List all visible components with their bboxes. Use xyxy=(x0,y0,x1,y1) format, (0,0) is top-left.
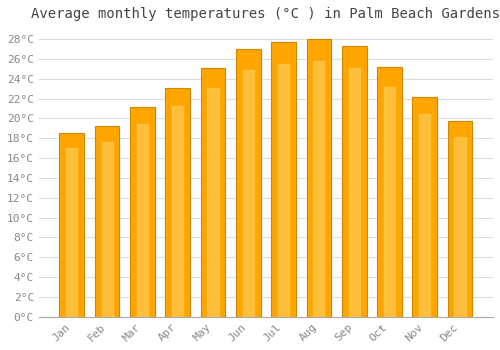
Bar xyxy=(242,70,254,317)
Title: Average monthly temperatures (°C ) in Palm Beach Gardens: Average monthly temperatures (°C ) in Pa… xyxy=(32,7,500,21)
Bar xyxy=(130,107,155,317)
Bar xyxy=(412,97,437,317)
Bar xyxy=(419,114,430,317)
Bar xyxy=(278,64,289,317)
Bar xyxy=(314,61,324,317)
Bar xyxy=(172,106,184,317)
Bar xyxy=(208,88,218,317)
Bar xyxy=(66,148,78,317)
Bar xyxy=(271,42,296,317)
Bar xyxy=(94,126,120,317)
Bar xyxy=(342,46,366,317)
Bar xyxy=(454,137,466,317)
Bar xyxy=(137,124,148,317)
Bar xyxy=(448,121,472,317)
Bar xyxy=(166,88,190,317)
Bar xyxy=(236,49,260,317)
Bar xyxy=(384,87,395,317)
Bar xyxy=(348,68,360,317)
Bar xyxy=(306,39,331,317)
Bar xyxy=(200,68,226,317)
Bar xyxy=(102,141,112,317)
Bar xyxy=(377,67,402,317)
Bar xyxy=(60,133,84,317)
